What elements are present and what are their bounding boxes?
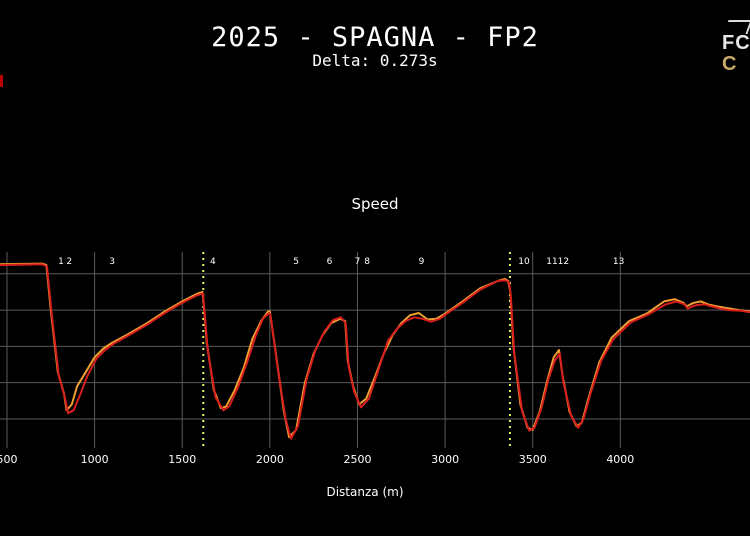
logo-text-line1: FC: [722, 32, 750, 54]
delta-subtitle: Delta: 0.273s: [312, 51, 438, 70]
speed-series-line-2: [0, 263, 750, 440]
series-group: [0, 262, 750, 440]
x-tick-label: 3500: [519, 453, 547, 466]
x-tick-label: 1000: [81, 453, 109, 466]
x-tick-label: 3000: [431, 453, 459, 466]
corner-label: 8: [364, 257, 370, 267]
corner-label: 10: [518, 257, 530, 267]
corner-label: 6: [327, 257, 333, 267]
x-tick-label: 500: [0, 453, 18, 466]
plot-title: Speed: [351, 195, 398, 213]
corner-label: 5: [293, 257, 299, 267]
brand-logo: FC C: [718, 20, 750, 75]
x-tick-label: 2500: [343, 453, 371, 466]
sector-lines: [202, 252, 511, 448]
corner-label: 1: [58, 257, 64, 267]
corner-label: 12: [558, 257, 569, 267]
corner-label: 4: [210, 257, 216, 267]
corner-label: 13: [613, 257, 624, 267]
edge-marker: [0, 75, 3, 87]
speed-series-line-1: [0, 262, 750, 439]
corner-label: 7: [355, 257, 361, 267]
x-tick-labels: 500 1000 1500 2000 2500 3000 3500 4000: [0, 453, 634, 466]
x-tick-label: 4000: [606, 453, 634, 466]
corner-label: 9: [419, 257, 425, 267]
corner-label: 2: [66, 257, 72, 267]
grid-lines: [0, 252, 750, 448]
corner-labels: 1 2 3 4 5 6 7 8 9 10 11 12 13: [58, 257, 624, 267]
corner-label: 3: [109, 257, 115, 267]
logo-text-line2: C: [722, 53, 737, 75]
x-tick-label: 2000: [256, 453, 284, 466]
x-tick-label: 1500: [168, 453, 196, 466]
x-axis-label: Distanza (m): [326, 485, 403, 499]
corner-label: 11: [546, 257, 557, 267]
chart-title: 2025 - SPAGNA - FP2: [211, 22, 539, 53]
